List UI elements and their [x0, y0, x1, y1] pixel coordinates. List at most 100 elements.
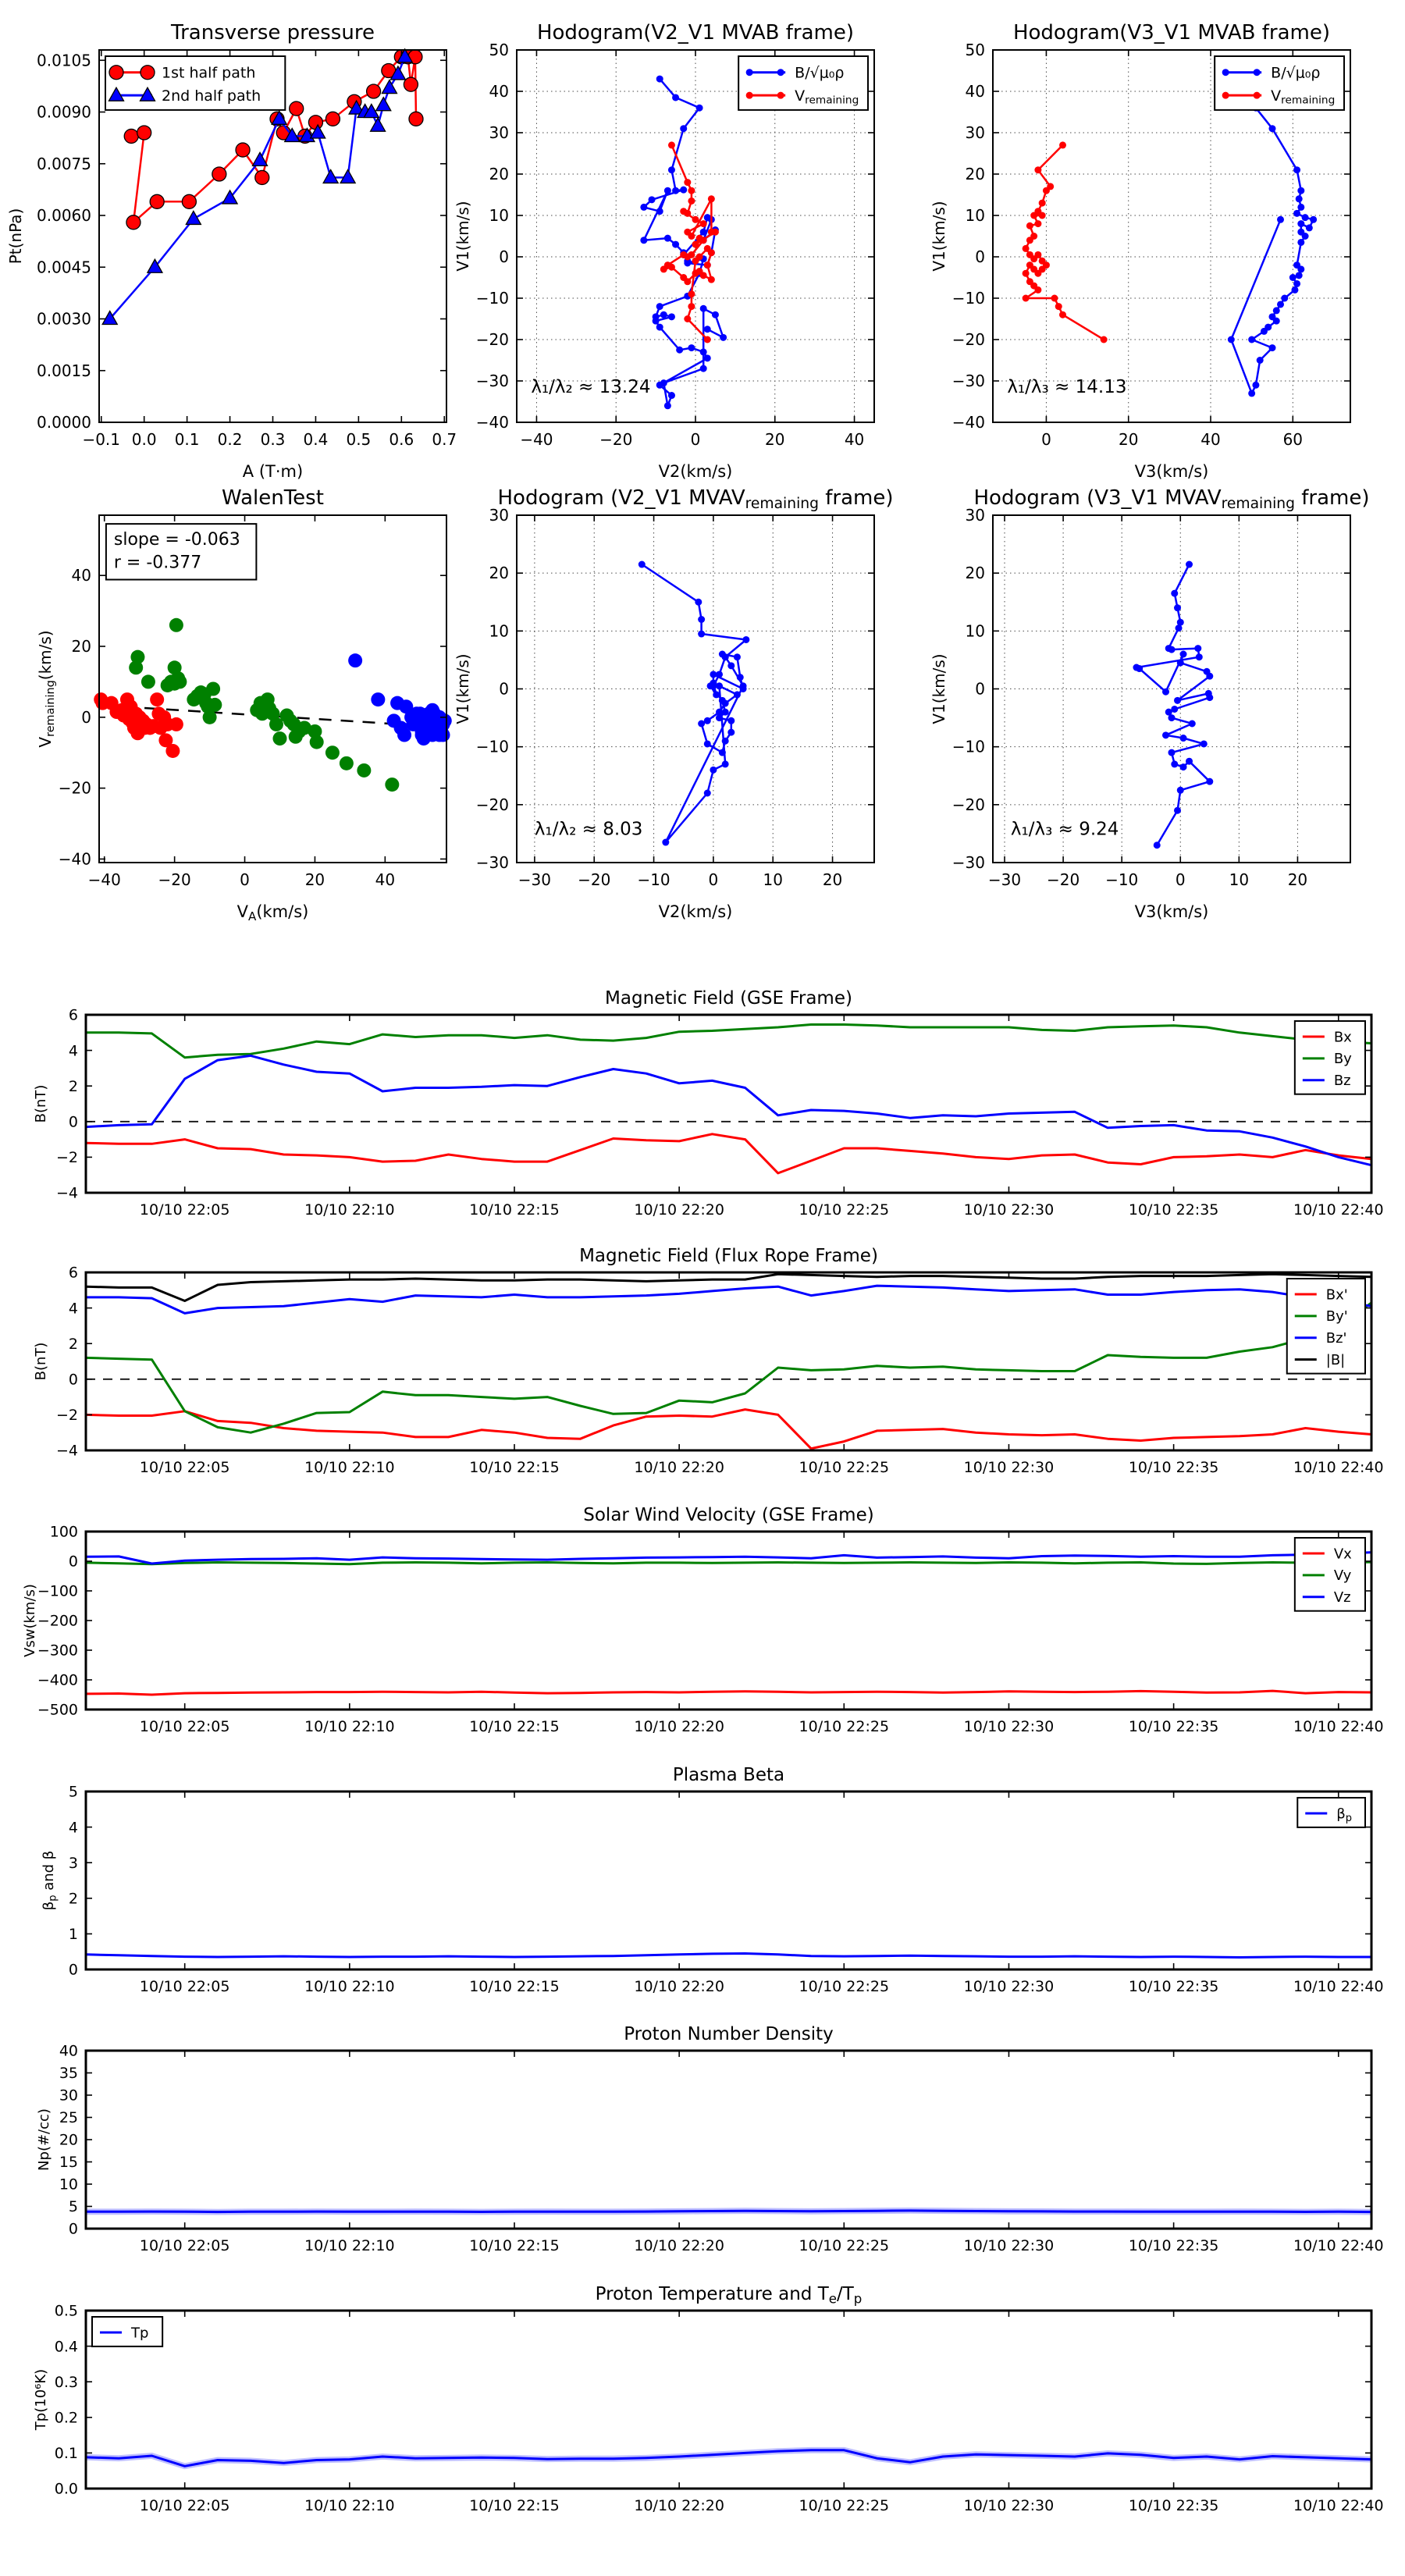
- chart-title: Transverse pressure: [170, 21, 375, 44]
- panel-hodogram_v2v1_mvab: −40 −20 0 20 40 −40 −30 −20 −10 0 10 20 30 40 50 Hodogr…: [454, 21, 875, 481]
- y-tick-label: 6: [69, 1265, 78, 1282]
- y-tick-label: 5: [69, 2198, 78, 2215]
- x-axis-label: V3(km/s): [1135, 462, 1209, 481]
- y-tick-label: −40: [59, 849, 91, 868]
- x-tick-label: 0.1: [175, 430, 200, 449]
- annotation-text: λ₁/λ₂ ≈ 13.24: [531, 377, 650, 397]
- series-vx: [85, 1689, 1372, 1696]
- axes-box: [992, 49, 1351, 423]
- series-b-sqrt-mu0-rho-: [640, 75, 727, 410]
- y-axis-label: Np(#/cc): [36, 2108, 52, 2171]
- y-tick-label: 0.0060: [37, 206, 91, 225]
- x-tick-label: 10/10 22:25: [799, 1718, 890, 1735]
- x-axis-label: A (T·m): [243, 462, 303, 481]
- series-1st-half-path: [123, 49, 424, 230]
- y-tick-label: 2: [69, 1078, 78, 1095]
- ticks: [86, 2310, 1371, 2489]
- chart-title: Plasma Beta: [673, 1765, 784, 1785]
- legend-label: Bx': [1326, 1286, 1348, 1303]
- x-tick-label: 40: [845, 430, 864, 449]
- x-tick-label: 10/10 22:15: [469, 2237, 560, 2254]
- y-axis-label: V1(km/s): [930, 653, 948, 724]
- y-axis-label: B(nT): [33, 1343, 49, 1381]
- y-tick-label: −10: [476, 289, 509, 308]
- y-tick-label: −200: [37, 1613, 78, 1630]
- y-tick-label: 10: [489, 206, 509, 225]
- x-tick-label: 20: [1288, 870, 1307, 889]
- x-tick-label: −20: [578, 870, 610, 889]
- y-tick-label: 5: [69, 1784, 78, 1801]
- y-axis-label: B(nT): [33, 1085, 49, 1123]
- x-tick-label: −0.1: [82, 430, 120, 449]
- ticks: [99, 515, 446, 863]
- x-tick-label: 10/10 22:30: [964, 2497, 1055, 2514]
- y-tick-label: 0.4: [55, 2338, 78, 2355]
- y-tick-label: 30: [966, 506, 985, 525]
- y-axis-label: V1(km/s): [454, 653, 472, 724]
- legend-label: B/√μ₀ρ: [795, 64, 844, 81]
- y-tick-label: 20: [489, 165, 509, 183]
- y-tick-label: 0.0015: [37, 361, 91, 380]
- legend-label: Vy: [1334, 1567, 1352, 1584]
- x-tick-label: 10/10 22:05: [140, 2237, 230, 2254]
- x-tick-label: 10/10 22:20: [634, 2497, 724, 2514]
- x-tick-label: 20: [305, 870, 325, 889]
- legend-label: 1st half path: [162, 64, 255, 81]
- x-tick-label: 10/10 22:20: [634, 1718, 724, 1735]
- x-tick-label: 40: [1200, 430, 1220, 449]
- y-tick-label: 0: [499, 680, 509, 699]
- x-tick-label: 10/10 22:05: [140, 1978, 230, 1995]
- y-tick-label: −10: [952, 289, 985, 308]
- x-tick-label: 40: [375, 870, 395, 889]
- y-tick-label: −100: [37, 1583, 78, 1600]
- grid: [517, 514, 874, 863]
- y-tick-label: 0.0105: [37, 51, 91, 69]
- axes-box: [84, 1271, 1373, 1452]
- y-tick-label: 3: [69, 1855, 78, 1872]
- y-tick-label: 0: [69, 1371, 78, 1388]
- ticks: [86, 2050, 1371, 2229]
- x-tick-label: 10/10 22:35: [1129, 2237, 1219, 2254]
- x-tick-label: 10/10 22:15: [469, 1718, 560, 1735]
- y-axis-label: V1(km/s): [454, 201, 472, 271]
- y-tick-label: 100: [50, 1524, 78, 1541]
- x-tick-label: 10/10 22:20: [634, 2237, 724, 2254]
- series-first-interval: [94, 692, 183, 758]
- x-tick-label: 0: [1176, 870, 1186, 889]
- y-tick-label: 40: [489, 82, 509, 101]
- x-tick-label: 0.4: [304, 430, 329, 449]
- y-tick-label: −30: [952, 853, 985, 872]
- x-tick-label: 10/10 22:40: [1293, 1978, 1384, 1995]
- y-tick-label: 20: [966, 165, 985, 183]
- x-tick-label: 10/10 22:10: [304, 1978, 395, 1995]
- series-v3-v1-path: [1133, 560, 1214, 849]
- x-tick-label: 10/10 22:35: [1129, 1459, 1219, 1476]
- legend-label: B/√μ₀ρ: [1271, 64, 1320, 81]
- x-tick-label: 10/10 22:15: [469, 1978, 560, 1995]
- chart-title: Hodogram (V2_V1 MVAVremaining frame): [498, 486, 894, 512]
- y-tick-label: 4: [69, 1819, 78, 1836]
- y-tick-label: 20: [489, 564, 509, 582]
- x-tick-label: 10/10 22:15: [469, 1201, 560, 1219]
- x-tick-label: 10/10 22:25: [799, 1201, 890, 1219]
- legend: B/√μ₀ρ Vremaining: [1214, 55, 1346, 111]
- legend: 1st half path 2nd half path: [105, 55, 286, 111]
- x-tick-label: 10/10 22:35: [1129, 1718, 1219, 1735]
- x-tick-label: 10/10 22:25: [799, 1459, 890, 1476]
- x-tick-label: −20: [1047, 870, 1080, 889]
- x-tick-label: 10/10 22:40: [1293, 2237, 1384, 2254]
- x-tick-label: 10/10 22:05: [140, 1459, 230, 1476]
- legend: Bx' By' Bz' |B|: [1286, 1278, 1367, 1375]
- panel-vsw: 10/10 22:05 10/10 22:10 10/10 22:15 10/10 2…: [22, 1505, 1384, 1735]
- panel-beta: 10/10 22:05 10/10 22:10 10/10 22:15 10/10 2…: [41, 1765, 1384, 1995]
- x-tick-label: 10/10 22:35: [1129, 1201, 1219, 1219]
- ticks: [993, 514, 1350, 863]
- y-tick-label: −40: [476, 413, 509, 432]
- y-tick-label: 0: [81, 708, 91, 727]
- y-tick-label: 20: [72, 637, 91, 656]
- y-tick-label: 0: [975, 247, 985, 266]
- x-tick-label: 10/10 22:05: [140, 1201, 230, 1219]
